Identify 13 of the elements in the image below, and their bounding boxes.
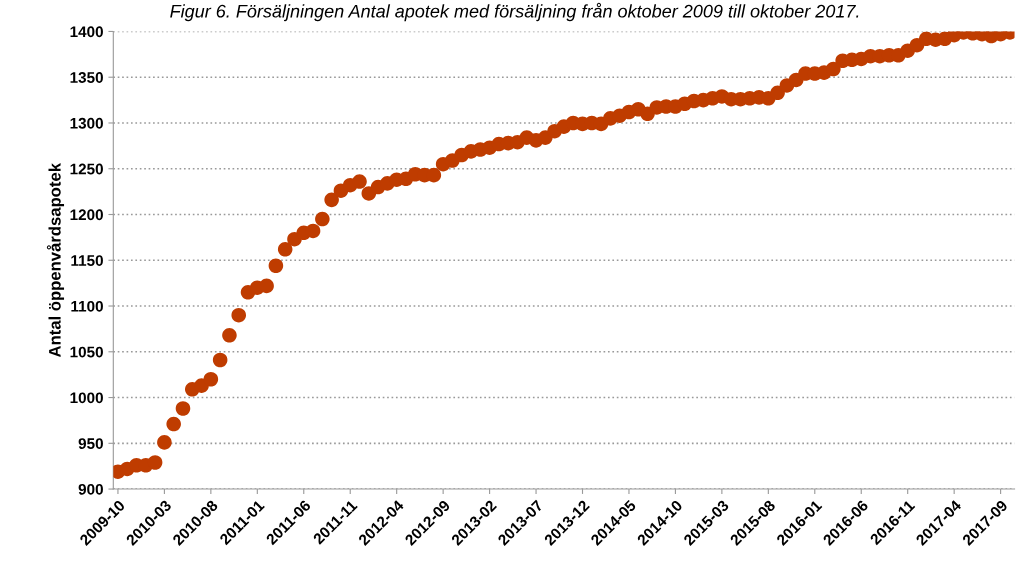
- y-tick-label: 1250: [70, 163, 103, 175]
- y-tick-label: 1350: [70, 72, 103, 83]
- y-tick-label: 1300: [70, 117, 103, 129]
- y-tick-label: 1150: [71, 255, 103, 266]
- y-tick-label: 1400: [70, 26, 103, 38]
- y-tick-label: 1000: [70, 392, 103, 404]
- y-tick-label: 1200: [70, 209, 103, 221]
- y-tick-label: 1100: [71, 300, 103, 312]
- y-tick-label: 1050: [70, 346, 103, 358]
- y-axis-title: Antal öppenvårdsapotek: [46, 162, 65, 358]
- y-tick-label: 950: [78, 438, 103, 449]
- y-tick-label: 900: [78, 483, 103, 495]
- chart-title: Figur 6. Försäljningen Antal apotek med försäljning från oktober 2009 till oktober 2017.: [170, 2, 859, 22]
